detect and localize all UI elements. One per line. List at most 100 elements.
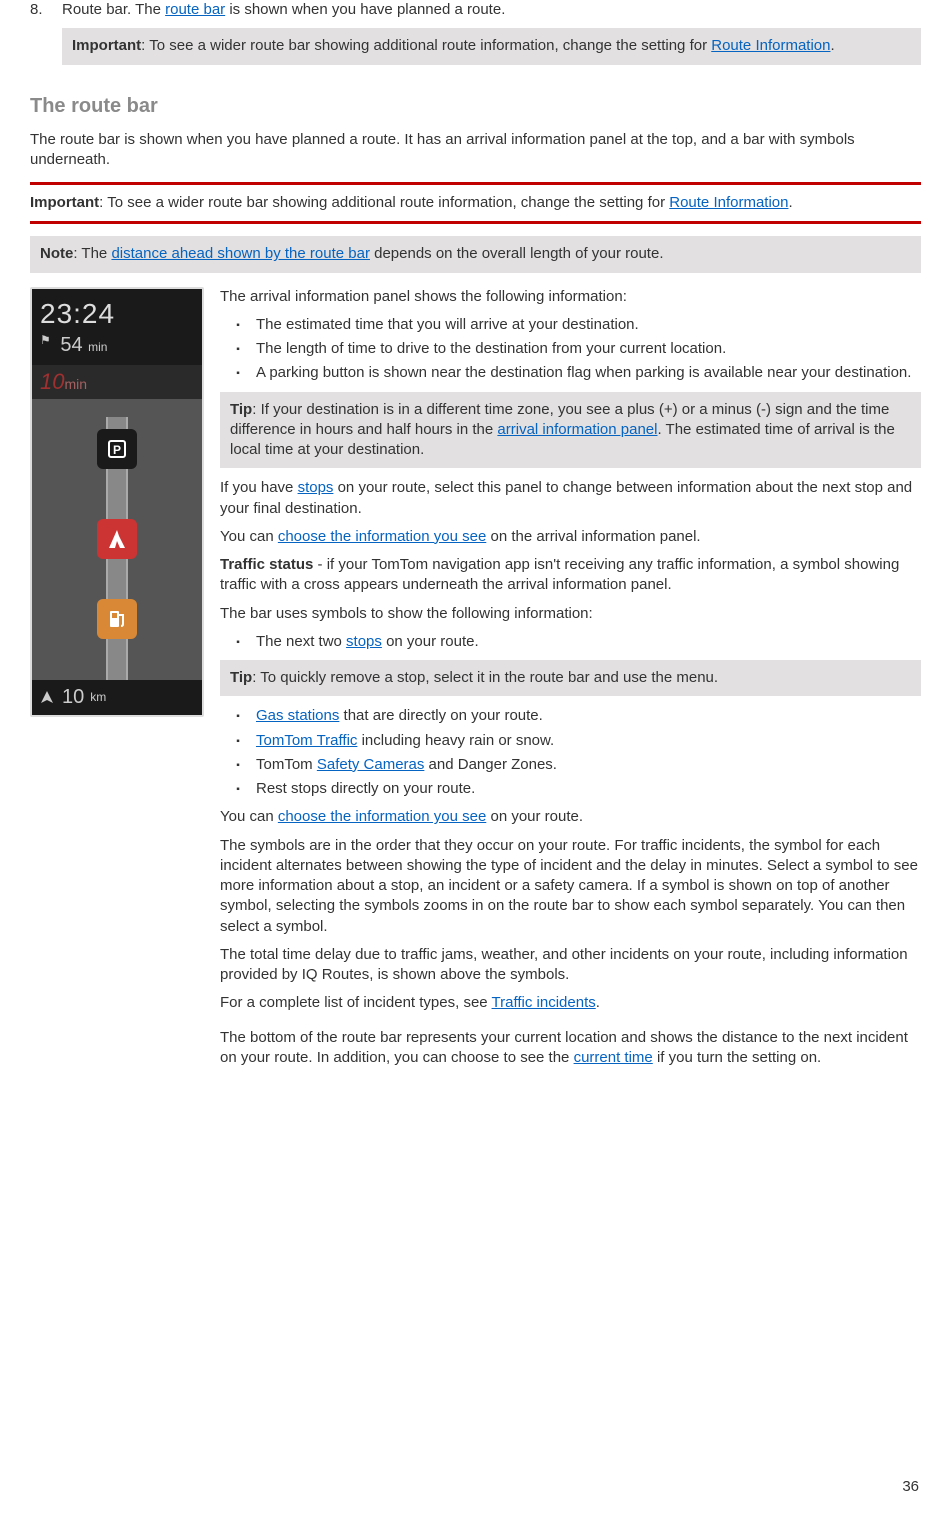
stops-paragraph: If you have stops on your route, select …: [220, 478, 921, 519]
list-item: ▪Gas stations that are directly on your …: [220, 706, 921, 726]
text: : To see a wider route bar showing addit…: [141, 37, 711, 54]
bullet-icon: ▪: [220, 339, 256, 359]
traffic-incidents-link[interactable]: Traffic incidents: [492, 994, 596, 1011]
list-body: Route bar. The route bar is shown when y…: [62, 0, 921, 20]
text: You can: [220, 808, 278, 825]
stops-link[interactable]: stops: [298, 479, 334, 496]
parking-icon: P: [97, 429, 137, 469]
important-box-1: Important: To see a wider route bar show…: [62, 28, 921, 64]
bullet-icon: ▪: [220, 706, 256, 726]
arrival-information-panel-link[interactable]: arrival information panel: [497, 421, 657, 438]
distance-value: 10: [62, 684, 84, 711]
gas-station-icon: [97, 599, 137, 639]
text: If you have: [220, 479, 298, 496]
choose-information-link[interactable]: choose the information you see: [278, 528, 486, 545]
delay-value: 10: [40, 369, 64, 394]
choose-information-link[interactable]: choose the information you see: [278, 808, 486, 825]
roadworks-icon: [97, 519, 137, 559]
route-bar-link[interactable]: route bar: [165, 1, 225, 18]
symbols-order-paragraph: The symbols are in the order that they o…: [220, 836, 921, 937]
arrival-time: 23:24: [40, 295, 194, 333]
text: TomTom Traffic including heavy rain or s…: [256, 731, 921, 751]
symbols-bullets-1: ▪The next two stops on your route.: [220, 632, 921, 652]
route-bar-description: The arrival information panel shows the …: [220, 287, 921, 1077]
destination-flag-icon: ⚑: [40, 332, 51, 348]
bullet-icon: ▪: [220, 779, 256, 799]
section-heading: The route bar: [30, 93, 921, 120]
delay-label: min: [64, 376, 87, 392]
bullet-icon: ▪: [220, 755, 256, 775]
choose-info-2-paragraph: You can choose the information you see o…: [220, 807, 921, 827]
list-number: 8.: [30, 0, 62, 20]
safety-cameras-link[interactable]: Safety Cameras: [317, 756, 425, 773]
text: depends on the overall length of your ro…: [370, 245, 664, 262]
list-item: ▪TomTom Traffic including heavy rain or …: [220, 731, 921, 751]
text: - if your TomTom navigation app isn't re…: [220, 556, 899, 593]
stops-link[interactable]: stops: [346, 633, 382, 650]
text: A parking button is shown near the desti…: [256, 363, 921, 383]
list-item: ▪Rest stops directly on your route.: [220, 779, 921, 799]
route-information-link[interactable]: Route Information: [669, 194, 788, 211]
current-location-panel: 10 km: [32, 680, 202, 715]
incident-types-paragraph: For a complete list of incident types, s…: [220, 993, 921, 1013]
text: : The: [73, 245, 111, 262]
text: Route bar. The: [62, 1, 165, 18]
tip-box-2: Tip: To quickly remove a stop, select it…: [220, 660, 921, 696]
list-item: ▪A parking button is shown near the dest…: [220, 363, 921, 383]
text: .: [830, 37, 834, 54]
gas-stations-link[interactable]: Gas stations: [256, 707, 339, 724]
text: The length of time to drive to the desti…: [256, 339, 921, 359]
tip-box-1: Tip: If your destination is in a differe…: [220, 392, 921, 469]
traffic-status-paragraph: Traffic status - if your TomTom navigati…: [220, 555, 921, 596]
text: if you turn the setting on.: [653, 1049, 821, 1066]
choose-info-paragraph: You can choose the information you see o…: [220, 527, 921, 547]
symbols-bullets-2: ▪Gas stations that are directly on your …: [220, 706, 921, 799]
text: TomTom Safety Cameras and Danger Zones.: [256, 755, 921, 775]
bullet-icon: ▪: [220, 315, 256, 335]
list-item: ▪The estimated time that you will arrive…: [220, 315, 921, 335]
route-bar-image: 23:24 ⚑ 54 min 10min P 1: [30, 287, 204, 1077]
minutes-value: 54: [60, 334, 82, 356]
intro-paragraph: The route bar is shown when you have pla…: [30, 130, 921, 171]
current-time-link[interactable]: current time: [574, 1049, 653, 1066]
important-label: Important: [30, 194, 99, 211]
chevron-up-icon: [38, 688, 56, 706]
arrival-minutes: ⚑ 54 min: [40, 332, 194, 359]
text: : To quickly remove a stop, select it in…: [252, 669, 718, 686]
minutes-label: min: [88, 340, 107, 354]
text: on your route.: [486, 808, 583, 825]
route-bar-mock: 23:24 ⚑ 54 min 10min P 1: [30, 287, 204, 717]
bottom-bar-paragraph: The bottom of the route bar represents y…: [220, 1028, 921, 1069]
traffic-status-label: Traffic status: [220, 556, 313, 573]
text: You can: [220, 528, 278, 545]
tip-label: Tip: [230, 401, 252, 418]
text: on the arrival information panel.: [486, 528, 700, 545]
list-item: ▪TomTom Safety Cameras and Danger Zones.: [220, 755, 921, 775]
important-box-red: Important: To see a wider route bar show…: [30, 182, 921, 224]
tomtom-traffic-link[interactable]: TomTom Traffic: [256, 732, 357, 749]
arrival-panel: 23:24 ⚑ 54 min: [32, 289, 202, 366]
distance-unit: km: [90, 689, 106, 705]
text: The estimated time that you will arrive …: [256, 315, 921, 335]
text: : To see a wider route bar showing addit…: [99, 194, 669, 211]
total-delay-paragraph: The total time delay due to traffic jams…: [220, 945, 921, 986]
note-box: Note: The distance ahead shown by the ro…: [30, 236, 921, 272]
bar-symbols-intro: The bar uses symbols to show the followi…: [220, 604, 921, 624]
svg-text:P: P: [113, 443, 121, 457]
note-label: Note: [40, 245, 73, 262]
list-item-8: 8. Route bar. The route bar is shown whe…: [30, 0, 921, 20]
important-label: Important: [72, 37, 141, 54]
route-information-link[interactable]: Route Information: [711, 37, 830, 54]
arrival-bullets: ▪The estimated time that you will arrive…: [220, 315, 921, 384]
page-number: 36: [902, 1477, 919, 1497]
text: For a complete list of incident types, s…: [220, 994, 492, 1011]
delay-panel: 10min: [32, 365, 202, 399]
list-item: ▪The next two stops on your route.: [220, 632, 921, 652]
text: The next two stops on your route.: [256, 632, 921, 652]
bullet-icon: ▪: [220, 731, 256, 751]
bullet-icon: ▪: [220, 363, 256, 383]
arrival-intro: The arrival information panel shows the …: [220, 287, 921, 307]
bullet-icon: ▪: [220, 632, 256, 652]
distance-ahead-link[interactable]: distance ahead shown by the route bar: [111, 245, 370, 262]
text: .: [788, 194, 792, 211]
